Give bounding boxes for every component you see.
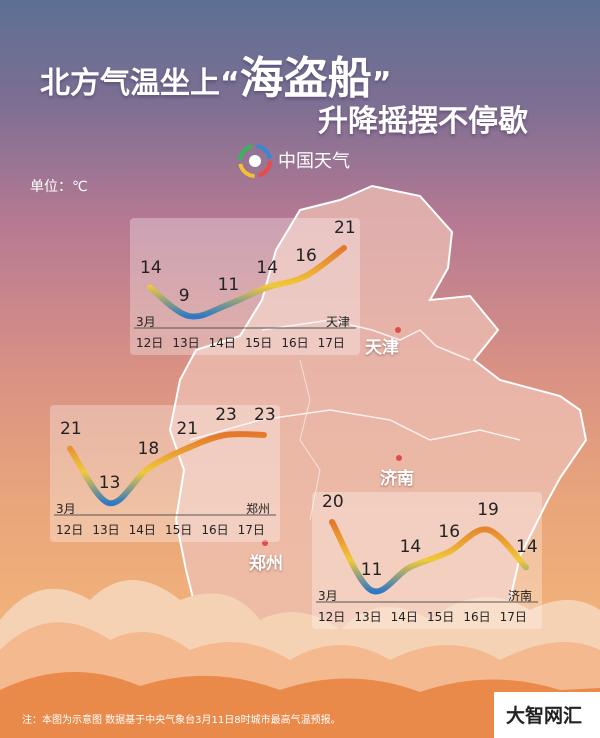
chart-city-label: 郑州 — [246, 502, 271, 516]
day-tick-label: 13日 — [172, 336, 200, 350]
temperature-chart-zhengzhou — [54, 431, 276, 516]
value-label: 11 — [360, 560, 383, 580]
day-tick-label: 15日 — [427, 610, 455, 624]
city-dot-tianjin — [395, 327, 401, 333]
watermark-badge: 大智网汇 — [494, 692, 600, 738]
value-label: 14 — [256, 257, 279, 278]
value-label: 14 — [140, 257, 162, 278]
value-label: 21 — [334, 218, 356, 238]
city-dot-jinan — [396, 455, 402, 461]
value-label: 16 — [295, 246, 317, 267]
value-label: 23 — [254, 405, 276, 425]
value-label: 9 — [178, 286, 190, 306]
headline-quote-open: “ — [220, 66, 240, 101]
city-dot-zhengzhou — [262, 540, 268, 546]
day-tick-label: 14日 — [208, 336, 236, 350]
day-tick-label: 16日 — [201, 523, 229, 537]
cloud-decoration — [0, 580, 600, 738]
value-label: 14 — [516, 537, 538, 558]
day-tick-label: 17日 — [499, 610, 527, 624]
day-tick-label: 14日 — [128, 523, 156, 537]
value-label: 23 — [215, 405, 237, 425]
day-tick-label: 12日 — [56, 523, 84, 537]
temperature-line-tianjin — [147, 245, 347, 320]
temperature-chart-tianjin — [134, 245, 356, 329]
temperature-line-jinan — [329, 519, 529, 595]
value-label: 14 — [399, 537, 422, 558]
day-tick-label: 12日 — [318, 610, 346, 624]
value-label: 21 — [176, 418, 199, 439]
value-label: 21 — [60, 418, 82, 439]
brand-name: 中国天气 — [278, 151, 350, 172]
footnote: 注：本图为示意图 数据基于中央气象台3月11日8时城市最高气温预报。 — [22, 715, 341, 726]
value-label: 13 — [98, 473, 121, 493]
chart-city-label: 天津 — [326, 315, 351, 329]
temperature-chart-jinan — [316, 519, 538, 603]
value-label: 19 — [477, 499, 499, 520]
day-tick-label: 12日 — [136, 336, 164, 350]
subheadline: 升降摇摆不停歇 — [318, 104, 528, 139]
chart-city-label: 济南 — [508, 589, 533, 603]
day-tick-label: 16日 — [281, 336, 309, 350]
headline-highlight: 海盗船 — [239, 53, 372, 104]
map-city-tianjin: 天津 — [365, 338, 399, 358]
day-tick-label: 13日 — [92, 523, 120, 537]
day-tick-label: 16日 — [463, 610, 491, 624]
temperature-line-zhengzhou — [67, 431, 267, 507]
month-label: 3月 — [318, 589, 338, 603]
day-tick-label: 14日 — [390, 610, 418, 624]
map-city-jinan: 济南 — [380, 469, 414, 489]
chart-panel-zhengzhou — [50, 405, 280, 542]
month-label: 3月 — [136, 315, 156, 329]
value-label: 11 — [217, 274, 240, 295]
value-label: 20 — [322, 492, 344, 512]
unit-label: 单位：℃ — [30, 179, 88, 195]
day-tick-label: 17日 — [317, 336, 345, 350]
map-city-zhengzhou: 郑州 — [249, 554, 283, 574]
chart-panel-tianjin — [130, 218, 360, 355]
headline-quote-close: ” — [371, 66, 392, 101]
day-tick-label: 13日 — [354, 610, 382, 624]
day-tick-label: 15日 — [165, 523, 193, 537]
headline: 北方气温坐上“海盗船” — [40, 42, 391, 106]
day-tick-label: 15日 — [245, 336, 273, 350]
month-label: 3月 — [56, 502, 76, 516]
value-label: 18 — [137, 439, 160, 459]
watermark-text: 大智网汇 — [506, 705, 583, 727]
day-tick-label: 17日 — [237, 523, 265, 537]
headline-part1: 北方气温坐上 — [40, 66, 220, 101]
value-label: 16 — [438, 522, 461, 543]
china-weather-logo-icon — [238, 144, 272, 178]
